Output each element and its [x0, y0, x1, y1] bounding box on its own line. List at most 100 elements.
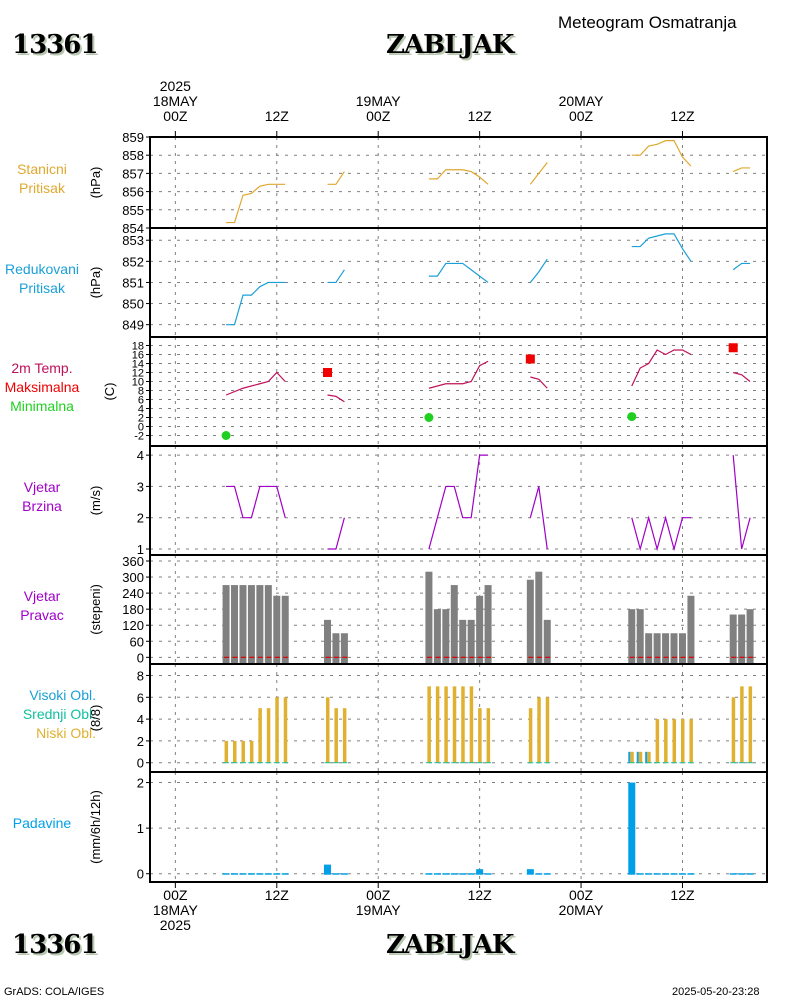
- legend-label: Vjetar: [23, 478, 61, 495]
- precip-bar: [678, 873, 686, 875]
- legend-label: Pravac: [20, 606, 64, 623]
- wind-direction-bar: [653, 633, 661, 664]
- y-tick-label: 120: [122, 618, 144, 633]
- legend-label: Padavine: [12, 814, 72, 831]
- precip-bar: [738, 873, 746, 875]
- temperature-legend: 2m Temp. Maksimalna Minimalna: [0, 359, 84, 416]
- cloud-low-bar: [258, 708, 262, 763]
- reduced_pressure-legend: Redukovani Pritisak: [0, 260, 84, 298]
- time-label-top: 12Z: [264, 108, 289, 124]
- precip-bar: [264, 873, 272, 875]
- wind_speed-line: [327, 517, 345, 550]
- precip-bar: [687, 873, 695, 875]
- temperature-line: [733, 371, 751, 382]
- panel-frame: [149, 336, 768, 447]
- precip-bar: [645, 873, 653, 875]
- precip-bar: [239, 873, 247, 875]
- precip-bar: [662, 873, 670, 875]
- tmin-marker: [627, 412, 637, 422]
- wind-direction-bar: [467, 619, 475, 664]
- y-tick-label: 240: [122, 586, 144, 601]
- y-tick-label: 859: [122, 130, 144, 145]
- precip-bar: [256, 873, 264, 875]
- cloud-low-bar: [655, 719, 660, 763]
- y-tick-label: 853: [122, 233, 144, 248]
- y-tick-label: 855: [122, 203, 144, 218]
- precip-bar: [273, 873, 281, 875]
- cloud-low-bar: [233, 740, 237, 763]
- y-tick-label: 180: [122, 602, 144, 617]
- station_pressure-line: [732, 167, 751, 173]
- y-tick-label: 856: [122, 185, 144, 200]
- y-tick-label: 4: [137, 712, 144, 727]
- wind_speed-line: [529, 486, 548, 550]
- cloud-low-bar: [275, 697, 279, 763]
- legend-label: Niski Obl.: [36, 724, 96, 741]
- y-tick-label: 6: [138, 395, 144, 407]
- cloud-low-bar: [452, 686, 457, 763]
- wind-direction-bar: [670, 633, 678, 664]
- cloud-low-bar: [647, 751, 651, 763]
- time-label-top: 12Z: [467, 108, 492, 124]
- reduced_pressure-line: [732, 262, 751, 271]
- precip-bar: [281, 873, 289, 875]
- wind-direction-bar: [476, 595, 484, 664]
- y-tick-label: 0: [137, 650, 144, 665]
- station_pressure-line: [631, 140, 692, 167]
- wind_speed-line: [428, 454, 489, 550]
- cloud-high-bar: [636, 751, 639, 763]
- wind-direction-bar: [425, 571, 433, 664]
- temperature-line: [530, 376, 548, 389]
- y-tick-label: 857: [122, 166, 144, 181]
- wind-direction-bar: [526, 579, 534, 664]
- wind-direction-bar: [484, 585, 492, 664]
- legend-label: Maksimalna: [4, 379, 80, 395]
- wind-direction-bar: [433, 609, 441, 664]
- station_pressure-line: [529, 162, 548, 185]
- y-tick-label: 0: [138, 422, 144, 434]
- precip-bar: [450, 873, 458, 875]
- wind-direction-bar: [645, 633, 653, 664]
- wind_direction-legend: Vjetar Pravac: [0, 587, 84, 625]
- wind-direction-bar: [687, 595, 695, 664]
- temperature-line: [428, 360, 489, 389]
- y-tick-label: 12: [132, 368, 144, 380]
- cloud-low-bar: [545, 697, 550, 763]
- y-tick-label: 14: [132, 359, 144, 371]
- precip-bar: [425, 873, 433, 875]
- y-tick-label: 2: [137, 734, 144, 749]
- reduced_pressure-line: [327, 269, 345, 284]
- station_pressure-line: [327, 171, 345, 185]
- cloud-low-bar: [266, 708, 271, 763]
- tmax-marker: [322, 368, 332, 377]
- y-axis-label: (hPa): [88, 267, 103, 299]
- legend-label: Redukovani: [5, 260, 79, 277]
- y-tick-label: 1: [137, 821, 144, 836]
- y-tick-label: 4: [138, 404, 144, 416]
- generated-timestamp: 2025-05-20-23:28: [672, 986, 760, 998]
- y-tick-label: 0: [137, 756, 144, 771]
- wind_speed-line: [732, 455, 751, 550]
- y-tick-label: 60: [130, 634, 144, 649]
- station_pressure-legend: Stanicni Pritisak: [0, 160, 84, 198]
- station-name-top: ZABLJAK: [386, 30, 514, 60]
- y-tick-label: 300: [122, 570, 144, 585]
- temperature-line: [225, 371, 286, 396]
- cloud-low-bar: [435, 686, 440, 763]
- precip-bar: [526, 869, 534, 875]
- precip-bar: [653, 873, 661, 875]
- y-tick-label: 0: [137, 867, 144, 882]
- cloud-low-bar: [325, 697, 330, 763]
- precip-bar: [222, 873, 230, 875]
- wind_speed-legend: Vjetar Brzina: [0, 478, 84, 516]
- precip-bar: [628, 782, 636, 875]
- time-label-bottom: 12Z: [670, 887, 695, 903]
- cloud-low-bar: [427, 686, 431, 763]
- cloud-low-bar: [672, 719, 677, 763]
- wind-direction-bar: [442, 609, 450, 664]
- y-tick-label: 2: [138, 413, 144, 425]
- y-tick-label: 8: [138, 386, 144, 398]
- legend-label: Minimalna: [10, 398, 74, 414]
- y-tick-label: 2: [137, 511, 144, 526]
- precip-bar: [332, 873, 340, 875]
